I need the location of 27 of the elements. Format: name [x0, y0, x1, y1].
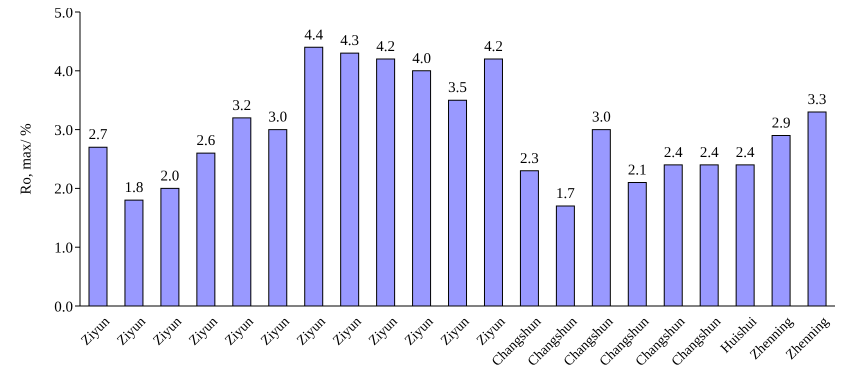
data-label: 2.6 — [196, 133, 216, 150]
data-label: 2.9 — [772, 115, 790, 132]
data-label: 2.7 — [88, 127, 108, 144]
data-label: 1.7 — [556, 186, 576, 202]
data-label: 2.4 — [664, 144, 684, 161]
data-label: 4.3 — [340, 33, 360, 50]
data-label: 4.2 — [484, 39, 503, 56]
data-label: 3.3 — [808, 92, 826, 108]
y-tick-label: 2.0 — [54, 182, 73, 198]
data-label: 2.4 — [736, 144, 756, 161]
y-axis-title: Ro, max/ % — [18, 123, 34, 195]
data-label: 3.2 — [232, 98, 252, 114]
data-label: 4.2 — [376, 39, 395, 56]
data-label: 1.8 — [124, 180, 144, 196]
data-label: 2.0 — [160, 168, 180, 184]
y-tick-label: 4.0 — [54, 64, 73, 80]
data-label: 2.3 — [520, 150, 539, 167]
y-tick-label: 3.0 — [54, 122, 73, 139]
data-label: 4.0 — [412, 50, 431, 67]
data-label: 3.5 — [448, 80, 467, 96]
data-label: 3.0 — [268, 110, 288, 126]
data-label: 2.1 — [628, 162, 647, 179]
data-label: 2.4 — [700, 144, 720, 161]
data-label: 3.0 — [592, 110, 611, 126]
data-label: 4.4 — [304, 27, 324, 44]
y-tick-label: 0.0 — [54, 299, 73, 316]
y-tick-label: 1.0 — [54, 240, 73, 257]
